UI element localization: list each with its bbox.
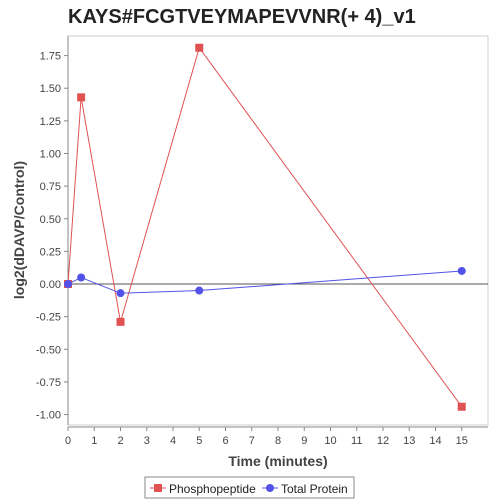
- y-axis-label: log2(dDAVP/Control): [11, 161, 27, 299]
- legend-marker-phosphopeptide: [154, 484, 162, 492]
- y-tick-label: -0.50: [36, 344, 61, 356]
- y-tick-label: 1.00: [40, 148, 61, 160]
- data-point-total-protein: [195, 286, 204, 295]
- y-tick-label: -0.25: [36, 312, 61, 324]
- data-point-phosphopeptide: [195, 43, 204, 52]
- x-tick-label: 12: [377, 435, 389, 447]
- y-tick-label: 1.50: [40, 83, 61, 95]
- y-tick-label: 0.75: [40, 181, 61, 193]
- x-tick-label: 11: [351, 435, 362, 447]
- x-ticks: 0 1 2 3 4 5 6 7 8 9 10 11 12 13 14 15: [65, 427, 468, 447]
- x-tick-label: 14: [429, 435, 441, 447]
- data-point-phosphopeptide: [77, 93, 86, 102]
- data-point-total-protein: [457, 266, 466, 275]
- x-tick-label: 4: [170, 435, 176, 447]
- x-tick-label: 15: [456, 435, 468, 447]
- chart-title: KAYS#FCGTVEYMAPEVVNR(+ 4)_v1: [68, 6, 416, 28]
- x-tick-label: 7: [249, 435, 255, 447]
- legend-label-total-protein: Total Protein: [281, 482, 348, 496]
- legend: Phosphopeptide Total Protein: [144, 476, 355, 499]
- data-point-total-protein: [64, 280, 72, 289]
- x-tick-label: 5: [196, 435, 202, 447]
- legend-box: [144, 476, 355, 499]
- data-point-total-protein: [77, 273, 86, 282]
- x-tick-label: 10: [324, 435, 336, 447]
- data-point-phosphopeptide: [457, 402, 466, 411]
- data-point-total-protein: [116, 289, 125, 298]
- legend-marker-total-protein: [266, 484, 274, 492]
- y-tick-label: 1.75: [40, 51, 61, 63]
- x-tick-label: 0: [65, 435, 71, 447]
- x-tick-label: 3: [144, 435, 150, 447]
- x-tick-label: 2: [117, 435, 123, 447]
- x-axis-label: Time (minutes): [228, 453, 327, 469]
- x-tick-label: 13: [403, 435, 415, 447]
- x-tick-label: 9: [301, 435, 307, 447]
- data-point-phosphopeptide: [116, 317, 125, 326]
- series-layer: [64, 43, 466, 411]
- y-ticks: -1.00 -0.75 -0.50 -0.25 0.00 0.25 0.50 0.75 1.00…: [36, 51, 68, 422]
- x-tick-label: 6: [222, 435, 228, 447]
- y-tick-label: 0.25: [40, 246, 61, 258]
- plot-area: [67, 35, 489, 426]
- x-tick-label: 1: [91, 435, 97, 447]
- x-tick-label: 8: [275, 435, 281, 447]
- y-tick-label: 0.00: [40, 279, 61, 291]
- y-tick-label: -1.00: [36, 410, 61, 422]
- y-tick-label: 0.50: [40, 214, 61, 226]
- y-tick-label: 1.25: [40, 116, 61, 128]
- legend-label-phosphopeptide: Phosphopeptide: [169, 482, 256, 496]
- y-tick-label: -0.75: [36, 377, 61, 389]
